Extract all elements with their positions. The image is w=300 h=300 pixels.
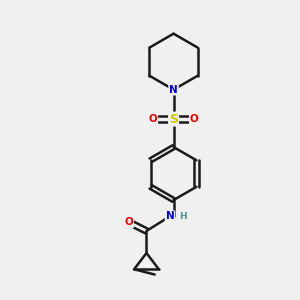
Text: O: O <box>190 114 199 124</box>
Text: O: O <box>148 114 157 124</box>
Text: H: H <box>179 212 187 221</box>
Text: N: N <box>166 211 174 221</box>
Text: N: N <box>169 85 178 94</box>
Text: S: S <box>169 112 178 126</box>
Text: O: O <box>124 217 133 227</box>
